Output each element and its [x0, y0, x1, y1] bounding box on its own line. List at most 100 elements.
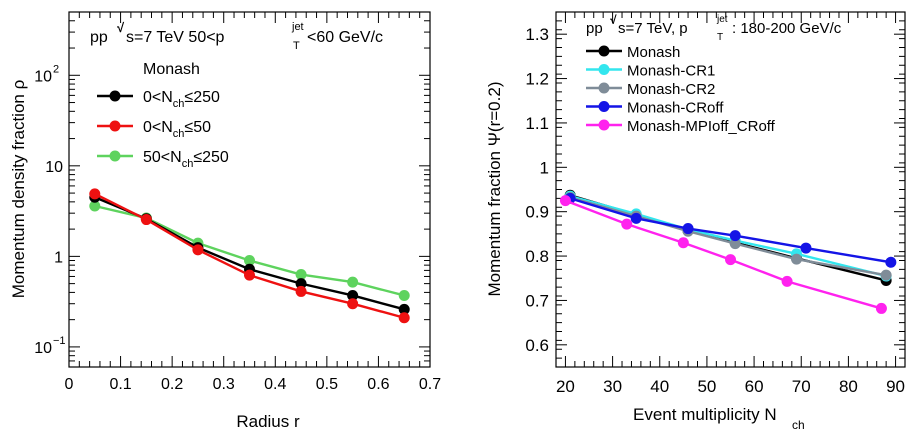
left-legend-title: Monash	[143, 61, 200, 78]
data-point	[295, 285, 307, 297]
data-point	[244, 269, 255, 281]
y-tick-label: 1	[540, 158, 549, 177]
left-annotation-energy: s=7 TeV 50<p	[126, 29, 225, 46]
data-point	[192, 244, 204, 256]
series-line	[94, 196, 405, 311]
legend-marker	[109, 150, 121, 162]
y-tick-label: 0.8	[525, 247, 549, 266]
legend-label-main: 50<N	[143, 149, 182, 166]
left-annotation-prefix: pp	[90, 29, 108, 46]
y-tick-label: 1.1	[525, 114, 549, 133]
x-tick-label: 0.1	[109, 376, 131, 393]
right-x-axis-label-sub: ch	[792, 418, 805, 432]
legend-entry: Monash-CR1	[586, 63, 715, 80]
data-point	[347, 289, 359, 301]
legend-label-main: 0<N	[143, 89, 173, 106]
data-point	[295, 269, 307, 281]
right-y-tick-labels: 0.6 0.7 0.8 0.9 1 1.1 1.2 1.3	[525, 25, 549, 355]
data-point	[682, 223, 694, 235]
legend-label-sub: ch	[182, 158, 194, 170]
x-tick-label: 0.6	[367, 376, 389, 393]
legend-label-sub: ch	[173, 128, 185, 140]
left-x-tick-labels: 0 0.1 0.2 0.3 0.4 0.5 0.6 0.7	[65, 376, 442, 393]
data-point	[630, 212, 642, 224]
y-tick-exponent: 2	[53, 63, 59, 75]
legend-entry: Monash-CRoff	[586, 100, 724, 117]
y-tick-label: 0.7	[525, 291, 549, 310]
x-tick-label: 60	[745, 377, 764, 396]
data-point	[791, 253, 803, 265]
legend-label: 50<Nch≤250	[143, 149, 229, 170]
legend-marker	[598, 64, 610, 75]
right-annotation-suffix: : 180-200 GeV/c	[732, 20, 842, 37]
x-tick-label: 30	[603, 377, 622, 396]
left-plot-frame	[68, 11, 431, 368]
x-tick-label: 0.5	[316, 376, 338, 393]
data-point	[398, 312, 410, 324]
series-line	[565, 199, 882, 310]
x-tick-label: 20	[556, 377, 575, 396]
legend-entry: 50<Nch≤250	[97, 149, 229, 170]
legend-label-sub: ch	[173, 98, 185, 110]
x-tick-label: 80	[839, 377, 858, 396]
legend-entry: 0<Nch≤250	[97, 89, 220, 110]
legend-label-end: ≤250	[193, 149, 229, 166]
data-point	[89, 200, 101, 212]
right-annotation-prefix: pp	[586, 20, 603, 37]
legend-label: Monash	[627, 44, 680, 61]
series-line	[569, 197, 892, 264]
right-x-axis-label: Event multiplicity N ch	[633, 405, 805, 432]
y-tick-label: 0.6	[525, 336, 549, 355]
right-y-axis-label: Momentum fraction Ψ(r=0.2)	[485, 82, 504, 297]
y-tick-label: 0.9	[525, 203, 549, 222]
data-point	[677, 237, 689, 249]
y-tick-label: 1	[54, 249, 63, 266]
left-annotation: pp √ s=7 TeV 50<p jet T <60 GeV/c Monash	[90, 20, 383, 78]
data-point	[875, 302, 887, 314]
y-tick-exponent: −1	[53, 335, 66, 347]
x-tick-label: 40	[650, 377, 669, 396]
data-point	[729, 230, 741, 242]
legend-label: Monash-CRoff	[627, 100, 724, 117]
legend-marker	[598, 45, 610, 57]
legend-entry: Monash	[586, 44, 680, 61]
data-point	[347, 276, 359, 288]
legend-label-end: ≤50	[184, 119, 211, 136]
left-annotation-sup: jet	[291, 21, 304, 33]
x-tick-label: 70	[792, 377, 811, 396]
data-point	[295, 278, 307, 290]
left-series-layer	[89, 188, 410, 324]
y-tick-label: 10	[45, 159, 63, 176]
x-tick-label: 0.2	[161, 376, 183, 393]
sqrt-icon: √	[610, 13, 617, 27]
legend-label-end: ≤250	[184, 89, 220, 106]
legend-marker	[598, 82, 610, 94]
data-point	[398, 289, 410, 301]
x-tick-label: 90	[886, 377, 905, 396]
data-point	[729, 238, 741, 250]
right-chart: 20 30 40 50 60 70 80 90 0.60.70.80.911.11.21.3 …	[485, 11, 906, 432]
left-annotation-suffix: <60 GeV/c	[307, 29, 383, 46]
right-x-tick-labels: 20 30 40 50 60 70 80 90	[556, 377, 905, 396]
series-line	[569, 196, 887, 277]
right-x-axis-label-main: Event multiplicity N	[633, 405, 777, 424]
legend-marker	[109, 120, 121, 132]
y-tick-label: 1.2	[525, 70, 549, 89]
data-point	[398, 303, 410, 315]
legend-marker	[109, 90, 121, 102]
legend-entry: Monash-CR2	[586, 81, 715, 98]
y-tick-label: 10	[34, 340, 52, 357]
sqrt-icon: √	[117, 20, 125, 35]
data-point	[885, 256, 897, 268]
right-tick-marks	[555, 11, 906, 368]
data-point	[244, 255, 255, 267]
legend-label: Monash-CR2	[627, 81, 715, 98]
right-annotation-sup: jet	[716, 14, 728, 25]
series-line	[569, 194, 887, 278]
right-annotation-sub: T	[717, 32, 723, 43]
legend-label-main: 0<N	[143, 119, 173, 136]
